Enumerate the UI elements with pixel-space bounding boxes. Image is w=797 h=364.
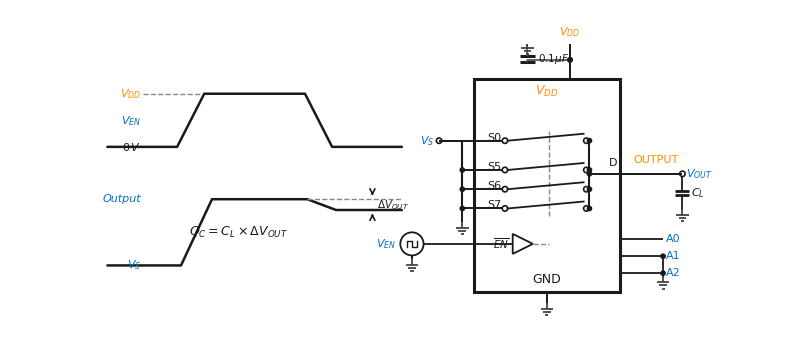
Text: $Q_C = C_L \times \Delta V_{OUT}$: $Q_C = C_L \times \Delta V_{OUT}$ — [190, 225, 289, 240]
Text: GND: GND — [532, 273, 561, 286]
Text: S6: S6 — [487, 181, 501, 191]
Text: Output: Output — [103, 194, 142, 204]
Text: $V_S$: $V_S$ — [128, 258, 142, 272]
Circle shape — [460, 206, 465, 211]
Text: $V_{DD}$: $V_{DD}$ — [559, 25, 581, 39]
Text: $\overline{EN}$: $\overline{EN}$ — [493, 237, 509, 251]
Text: A1: A1 — [666, 251, 681, 261]
Circle shape — [460, 168, 465, 172]
Text: A2: A2 — [666, 268, 681, 278]
Text: D: D — [609, 158, 618, 168]
Text: $V_{EN}$: $V_{EN}$ — [121, 114, 142, 127]
Text: $0\,V$: $0\,V$ — [122, 141, 142, 153]
Text: $V_{OUT}$: $V_{OUT}$ — [686, 167, 713, 181]
Circle shape — [587, 139, 591, 143]
Circle shape — [661, 271, 665, 275]
Text: S5: S5 — [487, 162, 501, 172]
Text: S0: S0 — [487, 132, 501, 143]
Text: S7: S7 — [487, 200, 501, 210]
Text: $V_S$: $V_S$ — [420, 134, 434, 147]
Circle shape — [587, 206, 591, 211]
Circle shape — [587, 187, 591, 191]
Text: A0: A0 — [666, 234, 681, 244]
Circle shape — [567, 58, 572, 62]
Text: $C_L$: $C_L$ — [691, 186, 705, 200]
Text: $0.1\mu F$: $0.1\mu F$ — [537, 52, 569, 66]
Text: OUTPUT: OUTPUT — [634, 155, 679, 165]
Circle shape — [587, 172, 591, 176]
Circle shape — [460, 187, 465, 191]
Bar — [474, 79, 620, 292]
Circle shape — [587, 168, 591, 172]
Text: $V_{DD}$: $V_{DD}$ — [535, 84, 559, 99]
Text: $V_{DD}$: $V_{DD}$ — [120, 87, 142, 100]
Text: $\Delta V_{OUT}$: $\Delta V_{OUT}$ — [377, 198, 409, 211]
Text: $V_{EN}$: $V_{EN}$ — [376, 237, 396, 251]
Circle shape — [661, 254, 665, 258]
